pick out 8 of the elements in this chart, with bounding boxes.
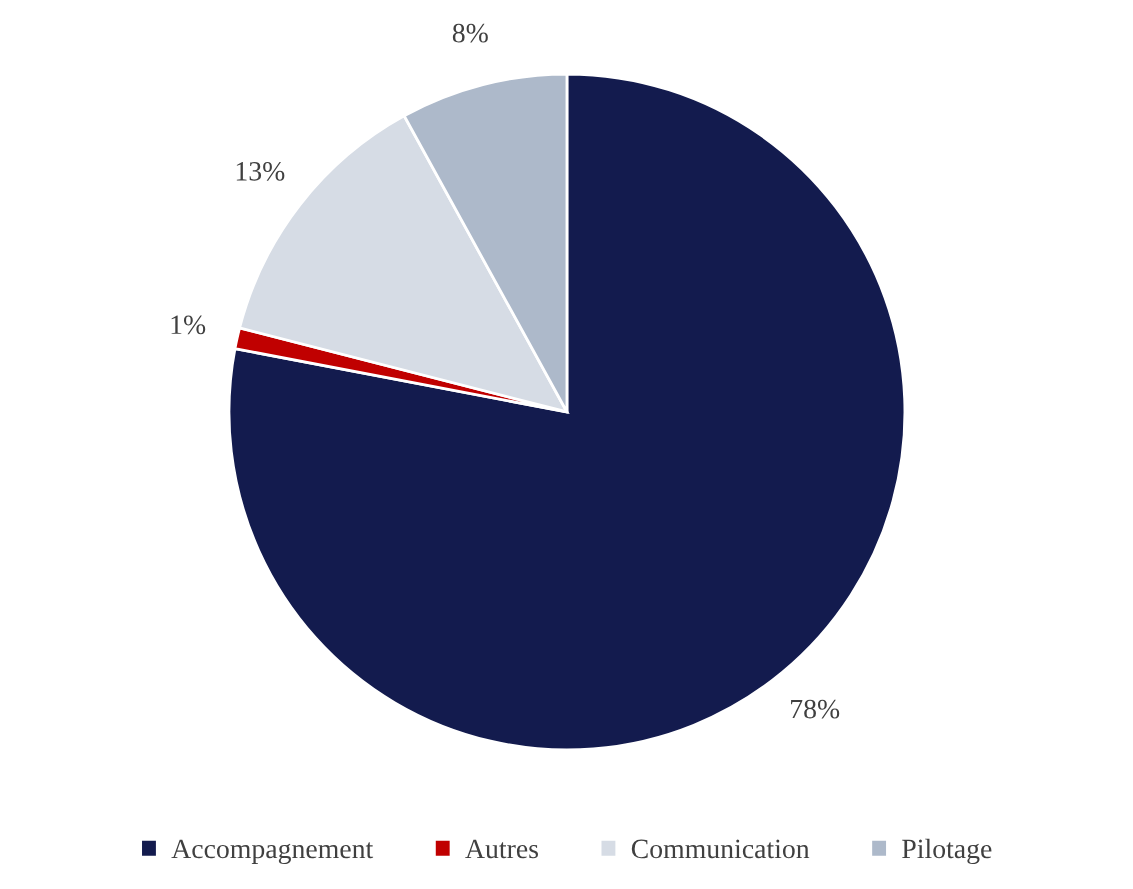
legend-label: Communication [631, 839, 810, 859]
legend-label: Autres [465, 839, 538, 859]
legend-label: Pilotage [902, 838, 992, 864]
data-label: 8% [452, 23, 488, 43]
data-label: 1% [171, 315, 206, 335]
data-label: 13% [236, 161, 285, 181]
data-label: 78% [791, 699, 840, 719]
legend-label: Accompagnement [171, 839, 374, 864]
